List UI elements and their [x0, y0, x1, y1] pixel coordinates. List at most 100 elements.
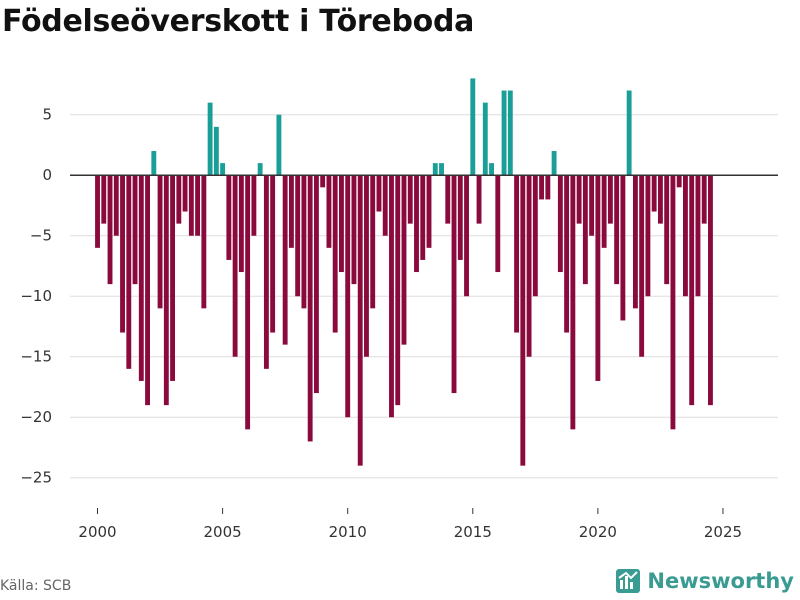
bar — [414, 175, 419, 273]
bar — [251, 175, 257, 236]
bar — [263, 175, 269, 369]
bar — [176, 175, 182, 224]
bar — [526, 175, 532, 357]
source-note: Källa: SCB — [0, 578, 72, 594]
chart-title: Födelseöverskott i Töreboda — [2, 4, 475, 39]
bar — [163, 175, 169, 406]
bar — [195, 175, 201, 236]
bar — [107, 175, 113, 285]
bar — [632, 175, 638, 309]
bar — [708, 175, 713, 406]
y-tick-label: 0 — [42, 166, 52, 184]
bar — [557, 175, 563, 273]
brand[interactable]: Newsworthy — [615, 568, 794, 594]
bar — [589, 175, 595, 236]
bar — [232, 175, 238, 357]
x-tick-label: 2025 — [704, 523, 742, 541]
bar — [188, 175, 194, 236]
bar — [113, 175, 119, 236]
bar — [138, 175, 144, 381]
bar — [626, 90, 632, 176]
bar — [226, 175, 232, 260]
bar — [445, 175, 451, 224]
bar — [620, 175, 626, 321]
bar — [145, 175, 150, 406]
bar — [489, 163, 494, 176]
bar — [451, 175, 457, 394]
bar — [689, 175, 695, 406]
bar — [339, 175, 344, 273]
bar — [364, 175, 369, 357]
bar — [439, 163, 444, 176]
bar — [501, 90, 507, 176]
bar — [683, 175, 688, 297]
bar — [639, 175, 645, 357]
bar — [607, 175, 613, 224]
bar — [101, 175, 107, 224]
bar — [257, 163, 263, 176]
bar — [545, 175, 551, 200]
bars-layer — [95, 78, 713, 466]
x-tick-label: 2000 — [78, 523, 116, 541]
bar — [495, 175, 501, 273]
bar — [576, 175, 582, 224]
y-tick-label: −25 — [20, 469, 52, 487]
bar — [601, 175, 607, 248]
bar — [370, 175, 376, 309]
brand-name: Newsworthy — [647, 569, 794, 593]
bar — [213, 126, 219, 176]
axis-layer: 5 0 −5 −10 −15 −20 −25 2000 2005 2010 2015 2020 2025 — [20, 106, 778, 541]
bar — [514, 175, 520, 333]
bar — [276, 114, 282, 176]
bar — [551, 151, 557, 176]
bar — [539, 175, 545, 200]
bar — [270, 175, 276, 333]
y-tick-label: −15 — [20, 348, 52, 366]
bar — [614, 175, 620, 285]
bar — [651, 175, 657, 212]
bar — [376, 175, 382, 212]
bar — [332, 175, 338, 333]
bar — [326, 175, 332, 248]
bar — [132, 175, 138, 285]
bar — [182, 175, 188, 212]
bar — [351, 175, 357, 285]
bar — [295, 175, 301, 297]
bar — [582, 175, 588, 285]
x-tick-label: 2020 — [579, 523, 617, 541]
bar — [595, 175, 601, 381]
bar — [395, 175, 401, 406]
x-tick-label: 2010 — [329, 523, 367, 541]
bar — [345, 175, 351, 418]
bar — [207, 102, 213, 176]
y-tick-label: −5 — [30, 227, 52, 245]
bar — [520, 175, 526, 466]
bar — [95, 175, 100, 248]
bar — [464, 175, 469, 297]
bar — [288, 175, 294, 248]
bar — [170, 175, 176, 381]
y-tick-label: −20 — [20, 408, 52, 426]
bar — [201, 175, 207, 309]
bar — [245, 175, 251, 430]
y-tick-label: 5 — [42, 106, 52, 124]
bar — [476, 175, 482, 224]
bar — [645, 175, 651, 297]
x-tick-label: 2015 — [454, 523, 492, 541]
bar — [307, 175, 313, 442]
bar — [470, 78, 476, 176]
bar — [313, 175, 319, 394]
y-tick-label: −10 — [20, 287, 52, 305]
newsworthy-logo-icon — [616, 569, 641, 593]
bar — [120, 175, 125, 333]
bar — [420, 175, 426, 260]
bar — [220, 163, 226, 176]
bar — [282, 175, 288, 345]
bar — [238, 175, 244, 273]
bar — [664, 175, 670, 285]
bar — [676, 175, 682, 188]
bar — [482, 102, 488, 176]
bar — [357, 175, 363, 466]
bar — [657, 175, 663, 224]
